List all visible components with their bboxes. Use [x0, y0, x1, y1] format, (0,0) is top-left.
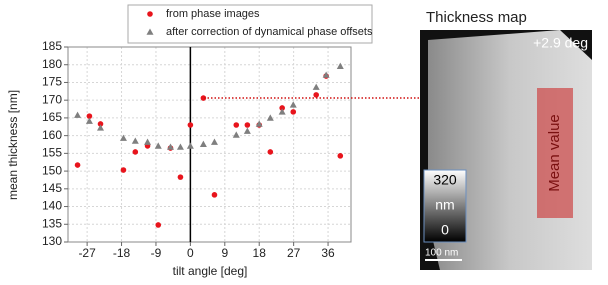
circle-marker — [155, 222, 161, 228]
triangle-marker — [187, 142, 194, 148]
circle-marker — [75, 162, 81, 168]
figure: tilt angle [deg] mean thickness [nm] 130… — [0, 0, 608, 285]
x-tick-label: -18 — [113, 246, 131, 260]
y-tick-label: 185 — [42, 39, 62, 53]
triangle-marker — [144, 139, 151, 145]
circle-marker — [188, 122, 194, 128]
triangle-marker — [337, 63, 344, 69]
triangle-marker — [177, 143, 184, 149]
triangle-marker — [211, 139, 218, 145]
scale-bar-label: 100 nm — [425, 248, 458, 259]
x-axis-label: tilt angle [deg] — [173, 264, 248, 278]
circle-marker — [133, 149, 139, 155]
triangle-marker — [313, 84, 320, 90]
y-tick-label: 145 — [42, 181, 62, 195]
circle-marker — [268, 149, 274, 155]
x-tick-label: 0 — [187, 246, 194, 260]
x-tick-label: 18 — [253, 246, 267, 260]
circle-marker — [147, 11, 153, 17]
x-tick-label: -27 — [78, 246, 96, 260]
x-tick-label: 36 — [321, 246, 335, 260]
triangle-marker — [167, 143, 174, 149]
y-axis-label: mean thickness [nm] — [6, 90, 20, 200]
y-tick-label: 155 — [42, 146, 62, 160]
colorbar-max: 320 — [433, 172, 457, 188]
image-panel: Thickness map Mean value +2.9 deg 320 nm… — [420, 9, 592, 270]
chart: tilt angle [deg] mean thickness [nm] 130… — [6, 5, 373, 278]
triangle-marker — [74, 112, 81, 118]
y-tick-label: 165 — [42, 110, 62, 124]
circle-marker — [245, 122, 251, 128]
colorbar-min: 0 — [441, 222, 449, 238]
y-tick-label: 175 — [42, 75, 62, 89]
plot-frame — [68, 47, 351, 242]
triangle-marker — [200, 141, 207, 147]
y-tick-label: 160 — [42, 128, 62, 142]
x-tick-label: -9 — [151, 246, 162, 260]
circle-marker — [178, 174, 184, 180]
triangle-marker — [132, 137, 139, 143]
circle-marker — [337, 153, 343, 159]
y-tick-label: 170 — [42, 92, 62, 106]
colorbar-unit: nm — [435, 197, 454, 213]
y-tick-label: 150 — [42, 163, 62, 177]
legend-label: after correction of dynamical phase offs… — [166, 26, 373, 38]
triangle-marker — [233, 131, 240, 137]
triangle-marker — [244, 128, 251, 134]
triangle-marker — [323, 72, 330, 78]
triangle-marker — [290, 101, 297, 107]
y-tick-label: 180 — [42, 57, 62, 71]
tilt-label: +2.9 deg — [533, 35, 588, 51]
panel-title: Thickness map — [426, 9, 527, 26]
x-tick-label: 27 — [287, 246, 301, 260]
y-tick-label: 140 — [42, 199, 62, 213]
triangle-marker — [256, 120, 263, 126]
y-tick-label: 135 — [42, 216, 62, 230]
circle-marker — [290, 109, 296, 115]
y-tick-label: 130 — [42, 234, 62, 248]
circle-marker — [212, 192, 218, 198]
circle-marker — [233, 122, 239, 128]
region-label: Mean value — [546, 114, 563, 192]
legend-label: from phase images — [166, 8, 260, 20]
circle-marker — [313, 92, 319, 98]
x-tick-label: 9 — [221, 246, 228, 260]
circle-marker — [121, 167, 127, 173]
page: {"chart_data": {"type": "scatter", "x_la… — [0, 0, 608, 285]
